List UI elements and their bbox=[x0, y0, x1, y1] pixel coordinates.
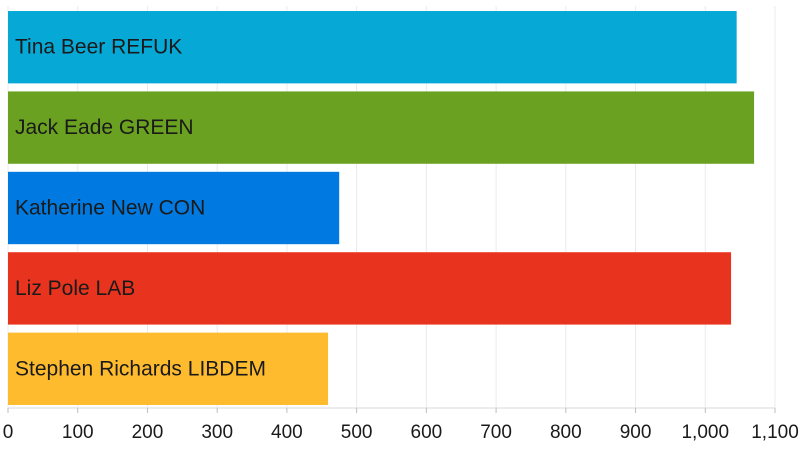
x-tick-label-9: 900 bbox=[620, 422, 652, 443]
bar-2 bbox=[8, 171, 340, 245]
bars: Tina Beer REFUK Jack Eade GREEN Katherine … bbox=[8, 11, 755, 405]
bar-label-0: Tina Beer REFUK bbox=[15, 36, 182, 59]
bar-3 bbox=[8, 252, 732, 325]
x-tick-label-11: 1,100 bbox=[751, 422, 799, 443]
x-tick-label-5: 500 bbox=[341, 422, 373, 443]
bar-1 bbox=[8, 91, 755, 164]
x-tick-label-1: 100 bbox=[62, 422, 94, 443]
bar-label-2: Katherine New CON bbox=[15, 197, 205, 220]
x-tick-label-8: 800 bbox=[550, 422, 582, 443]
x-tick-label-4: 400 bbox=[271, 422, 303, 443]
bar-label-3: Liz Pole LAB bbox=[15, 277, 135, 300]
x-tick-label-6: 600 bbox=[411, 422, 443, 443]
x-tick-label-10: 1,000 bbox=[681, 422, 729, 443]
x-tick-label-3: 300 bbox=[201, 422, 233, 443]
bar-label-4: Stephen Richards LIBDEM bbox=[15, 357, 266, 380]
x-tick-label-7: 700 bbox=[480, 422, 512, 443]
x-tick-label-2: 200 bbox=[132, 422, 164, 443]
bar-4 bbox=[8, 332, 329, 405]
bar-label-1: Jack Eade GREEN bbox=[15, 116, 194, 139]
x-axis: 0 100 200 300 400 500 600 700 800 900 1,000 1,100 bbox=[3, 407, 799, 443]
bar-0 bbox=[8, 11, 737, 84]
x-tick-label-0: 0 bbox=[3, 422, 14, 443]
